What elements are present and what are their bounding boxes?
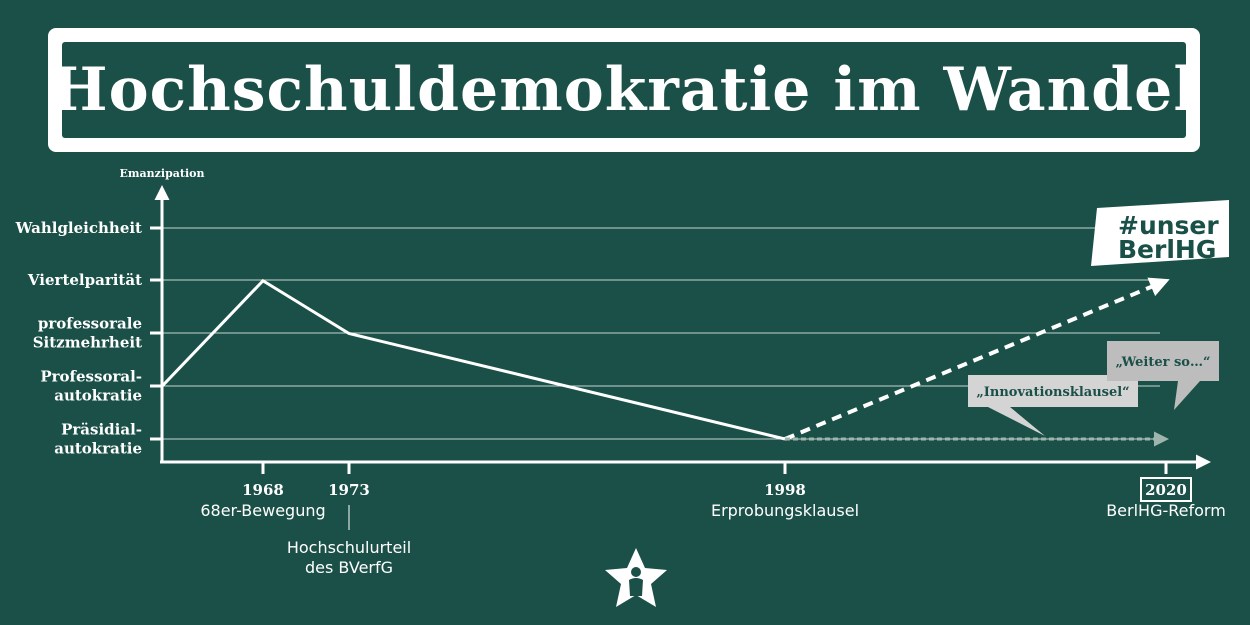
x-tick-highlight-box — [1140, 477, 1192, 502]
callout-weiter-so-bubble — [1107, 341, 1219, 410]
unser-berlhg-tag: #unser BerlHG — [1091, 200, 1229, 266]
x-tick-note: Hochschulurteil des BVerfG — [287, 538, 411, 577]
y-tick-label: Präsidial-autokratie — [54, 421, 142, 458]
title-panel: Hochschuldemokratie im Wandel — [51, 42, 1196, 138]
series-line-reform — [784, 277, 1170, 441]
callout-innovationsklausel: „Innovationsklausel“ — [968, 375, 1138, 436]
x-tick-label: 1968 — [242, 481, 284, 499]
star-logo — [605, 548, 667, 607]
x-tick-label: 1973 — [328, 481, 370, 499]
callout-weiter-so-text: „Weiter so…“ — [1116, 355, 1211, 370]
y-tick-label: Viertelparität — [27, 271, 142, 289]
callout-innovationsklausel-bubble — [968, 375, 1138, 436]
x-tick-note: Erprobungsklausel — [711, 501, 859, 520]
page-title: Hochschuldemokratie im Wandel — [50, 55, 1198, 125]
x-tick-label: 2020 — [1145, 481, 1187, 499]
star-shape — [605, 548, 667, 607]
x-tick-note: 68er-Bewegung — [200, 501, 325, 520]
callout-weiter-so: „Weiter so…“ — [1107, 341, 1219, 410]
callout-innovationsklausel-text: „Innovationsklausel“ — [976, 385, 1129, 400]
y-tick-label: Wahlgleichheit — [15, 219, 142, 237]
logo-figure-body — [629, 578, 643, 596]
series-line-historical — [160, 278, 786, 441]
unser-berlhg-badge — [1091, 200, 1229, 266]
y-tick-label: Professoral-autokratie — [40, 368, 142, 405]
y-tick-label: professorale Sitzmehrheit — [33, 315, 142, 352]
tag-line-2: BerlHG — [1118, 235, 1216, 264]
title-frame: Hochschuldemokratie im Wandel — [48, 28, 1200, 152]
x-tick-label: 1998 — [764, 481, 806, 499]
logo-figure-head — [631, 567, 641, 577]
x-tick-note: BerlHG-Reform — [1106, 501, 1226, 520]
y-axis-label: Emanzipation — [120, 167, 205, 180]
tag-line-1: #unser — [1118, 211, 1219, 240]
